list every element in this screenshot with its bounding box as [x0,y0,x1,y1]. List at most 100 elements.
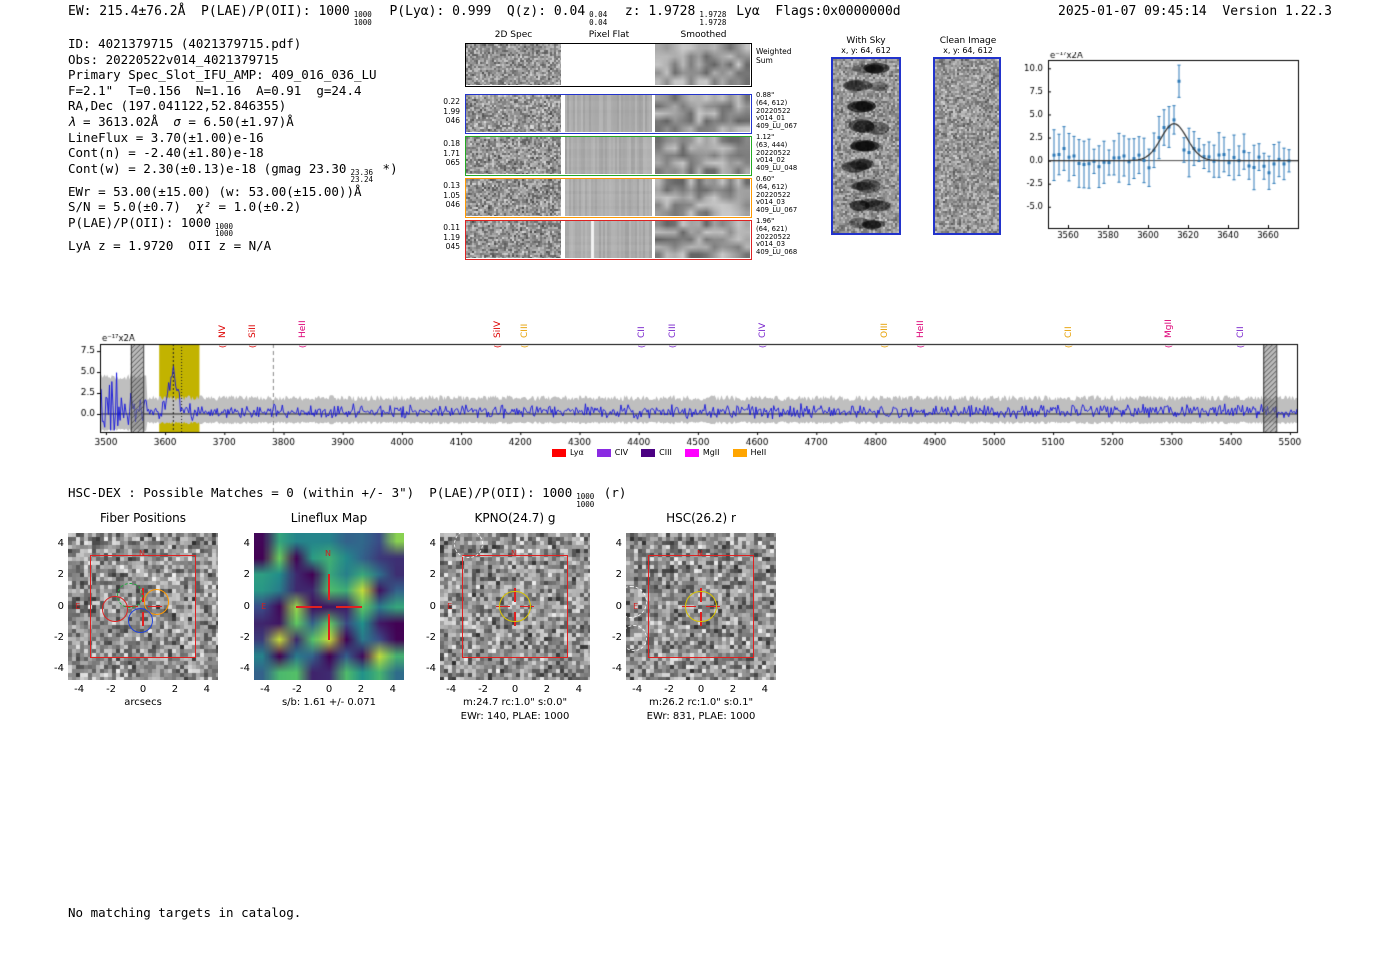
row-left-stat-value: 1.19 [443,232,460,242]
info-text: LyA z = 1.9720 OII z = N/A [68,237,272,253]
info-line: Cont(w) = 2.30(±0.13)e-18 (gmag 23.30 23.… [68,161,398,184]
info-text: EWr = 53.00(±15.00) (w: 53.00(±15.00))Å [68,183,362,199]
cutout-caption: m:24.7 rc:1.0" s:0.0" [462,697,568,708]
catalog-source-circle [621,625,647,651]
row-annotation-line: 1.96" [756,217,775,225]
info-line: RA,Dec (197.041122,52.846355) [68,98,398,114]
x-axis-tick-label: 0 [511,684,519,695]
header-text: z: 1.9728 [609,4,696,19]
info-text: σ [173,113,181,129]
crosshair-vertical [328,573,330,600]
info-text: RA,Dec (197.041122,52.846355) [68,98,287,114]
spec2d-row [465,178,752,218]
compass-east-label: E [75,601,81,611]
spacer [1207,4,1223,19]
cleanimage-subtitle: x, y: 64, 612 [943,46,993,55]
header-stack-top: 1.9728 [699,10,727,19]
crosshair-vertical [328,613,330,640]
info-line: F=2.1" T=0.156 N=1.16 A=0.91 g=24.4 [68,83,398,99]
y-axis-tick-label: 4 [243,537,250,549]
legend-swatch [596,448,611,457]
y-axis-tick-label: -4 [426,663,436,675]
info-stack-top: 1000 [215,221,234,231]
weighted-label-line1: Weighted [756,47,792,56]
info-stack: 23.36 23.24 [350,169,373,184]
withsky-panel [831,57,901,235]
row-annotation-line: 20220522 [756,106,791,115]
cutout-title: HSC(26.2) r [666,511,736,525]
y-axis-tick-label: 2 [57,569,64,581]
weighted-sum-row [465,43,752,87]
x-axis-tick-label: -4 [74,684,85,695]
info-line: Cont(n) = -2.40(±1.80)e-18 [68,145,398,161]
compass-north-label: N [697,548,703,558]
y-axis-tick-label: 2 [429,569,436,581]
row-annotation-line: (64, 612) [756,182,788,191]
info-stack-bottom: 23.24 [350,175,374,185]
info-line: Obs: 20220522v014_4021379715 [68,52,398,68]
emission-line-label: CII [637,326,648,338]
row-2dspec-image [466,137,561,174]
header-stack: 1000 1000 [354,11,372,26]
y-axis-tick-label: 0 [243,600,250,612]
col-title-smoothed: Smoothed [680,30,727,40]
info-text: = 1.0(±0.2) [211,199,302,215]
header-text: EW: 215.4±76.2Å P(LAE)/P(OII): 1000 [68,4,350,19]
legend-swatch [732,448,747,457]
y-axis-tick-label: 4 [57,537,64,549]
legend-label: Lyα [570,448,584,457]
row-left-stat-value: 0.18 [443,139,460,148]
row-annotation-line: 20220522 [756,148,791,157]
report-datetime: 2025-01-07 09:45:14 [1058,4,1207,19]
row-left-stats: 0.22 1.99 046 [416,97,460,126]
legend-item: CIV [596,448,628,457]
crosshair-horizontal [336,605,362,608]
col-title-2dspec: 2D Spec [494,30,533,40]
x-axis-tick-label: -2 [292,684,303,695]
row-pixelflat-image [565,221,652,258]
ifu-footprint-square [90,554,196,659]
row-annotation-line: v014_01 [756,114,786,123]
y-axis-tick-label: -4 [612,663,622,675]
row-left-stat-value: 1.71 [443,148,460,158]
y-axis-tick-label: -2 [54,631,64,643]
info-line: ID: 4021379715 (4021379715.pdf) [68,36,398,52]
col-title-pixelflat: Pixel Flat [588,30,630,40]
info-stack: 1000 1000 [215,223,233,238]
footer-line1: No matching targets in catalog. [68,905,302,920]
cleanimage-image [935,59,999,233]
row-annotation: 0.60" (64, 612) 20220522 v014_03 409_LU_067 [756,175,797,215]
y-axis-tick-label: -2 [612,631,622,643]
emission-line-bracket: ( [217,344,227,348]
y-axis-tick-label: 4 [429,537,436,549]
x-axis-tick-label: 0 [325,684,333,695]
row-annotation-line: 409_LU_068 [756,248,798,257]
row-left-stat-value: 1.99 [443,106,460,116]
x-axis-tick-label: 0 [139,684,147,695]
cutout-title: KPNO(24.7) g [474,511,556,525]
y-axis-tick-label: 2 [243,569,250,581]
row-annotation-line: 0.60" [756,175,775,183]
header-text: P(Lyα): 0.999 Q(z): 0.04 [373,4,586,19]
header-summary-line: EW: 215.4±76.2Å P(LAE)/P(OII): 1000 1000 1… [68,4,901,26]
y-axis-tick-label: 2 [615,569,622,581]
ifu-footprint-square [462,554,568,659]
header-stack-top: 1000 [353,10,372,19]
header-stack-bottom: 1000 [353,17,372,27]
row-annotation-line: 409_LU_048 [756,164,798,173]
header-stack-bottom: 0.04 [589,17,608,27]
x-axis-tick-label: -4 [260,684,271,695]
main-spectrum-plot [64,334,1314,456]
row-smoothed-image [655,95,750,132]
emission-line-bracket: ( [492,344,502,348]
row-pixelflat-image [565,137,652,174]
info-text: λ [68,113,76,129]
footer-notes: No matching targets in catalog. Row inte… [68,874,301,953]
compass-north-label: N [511,548,517,558]
x-axis-tick-label: 4 [575,684,583,695]
lineflux-map-image [254,533,404,680]
row-annotation: 0.88" (64, 612) 20220522 v014_01 409_LU_067 [756,91,797,131]
row-pixelflat-image [565,95,652,132]
